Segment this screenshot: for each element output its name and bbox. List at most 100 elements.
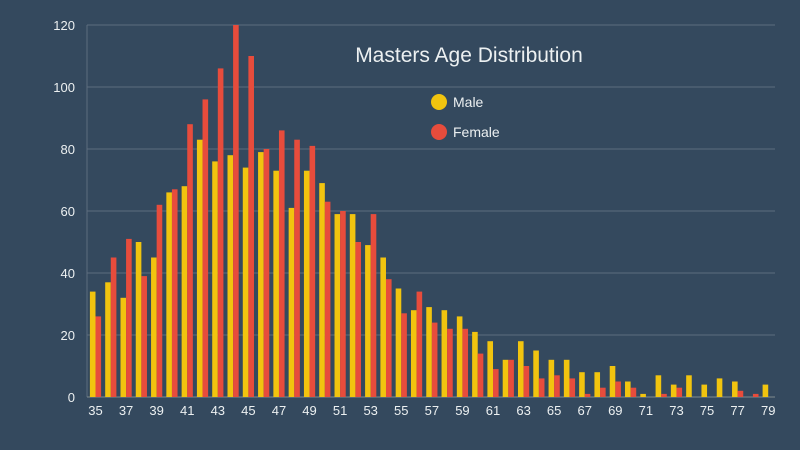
bar-female-52 — [355, 242, 362, 397]
x-tick-label: 43 — [211, 403, 225, 418]
bar-female-36 — [110, 257, 117, 397]
bar-female-49 — [309, 145, 316, 397]
bar-male-63 — [517, 341, 524, 397]
bar-female-54 — [385, 279, 392, 397]
bar-female-42 — [202, 99, 209, 398]
bar-male-48 — [288, 207, 295, 397]
bar-female-62 — [508, 359, 514, 397]
bar-female-46 — [263, 149, 270, 397]
x-tick-label: 79 — [761, 403, 775, 418]
x-tick-label: 75 — [700, 403, 714, 418]
bar-male-44 — [227, 155, 234, 397]
bar-female-48 — [294, 139, 300, 397]
bar-female-55 — [401, 313, 407, 397]
y-tick-label: 60 — [61, 204, 75, 219]
bar-female-70 — [630, 387, 637, 397]
x-tick-label: 53 — [363, 403, 377, 418]
bar-male-69 — [609, 366, 616, 397]
bar-male-36 — [105, 282, 111, 397]
bar-female-66 — [569, 378, 576, 397]
bar-male-65 — [548, 359, 555, 397]
x-tick-label: 39 — [149, 403, 163, 418]
bar-male-53 — [365, 245, 371, 397]
bar-female-40 — [171, 189, 178, 397]
bar-male-58 — [441, 310, 448, 397]
bar-female-68 — [600, 387, 606, 397]
bar-female-73 — [676, 387, 683, 397]
bar-male-56 — [410, 310, 417, 397]
bar-male-54 — [380, 257, 386, 397]
bar-male-77 — [732, 381, 738, 397]
x-tick-label: 71 — [639, 403, 653, 418]
bar-male-76 — [716, 378, 723, 397]
bar-male-66 — [563, 359, 570, 397]
bar-male-64 — [533, 350, 539, 397]
y-tick-label: 80 — [61, 142, 75, 157]
bar-male-74 — [686, 375, 692, 397]
x-tick-label: 73 — [669, 403, 683, 418]
x-tick-label: 51 — [333, 403, 347, 418]
bar-male-61 — [487, 341, 494, 397]
bar-male-37 — [120, 297, 127, 397]
bar-male-71 — [640, 393, 646, 397]
bar-male-70 — [625, 381, 631, 397]
bar-female-69 — [615, 381, 621, 397]
bar-female-38 — [141, 276, 147, 397]
bar-female-44 — [233, 25, 239, 397]
bar-female-77 — [737, 390, 744, 397]
bar-male-79 — [762, 384, 769, 397]
bar-female-59 — [462, 328, 469, 397]
x-tick-label: 55 — [394, 403, 408, 418]
bar-male-35 — [89, 291, 96, 397]
bar-male-73 — [670, 384, 677, 397]
bar-female-56 — [416, 291, 423, 397]
bar-male-68 — [594, 372, 601, 397]
x-tick-label: 61 — [486, 403, 500, 418]
bar-male-41 — [181, 186, 188, 397]
bar-male-39 — [151, 257, 157, 397]
x-tick-label: 41 — [180, 403, 194, 418]
x-tick-label: 65 — [547, 403, 561, 418]
y-tick-label: 120 — [53, 18, 75, 33]
bar-female-72 — [661, 393, 667, 397]
bar-female-47 — [278, 130, 285, 397]
bar-female-35 — [95, 316, 102, 397]
bar-male-40 — [166, 192, 172, 397]
y-tick-label: 40 — [61, 266, 75, 281]
bar-female-61 — [493, 369, 499, 397]
bar-male-59 — [456, 316, 463, 397]
legend-marker-female — [431, 124, 447, 140]
bar-male-67 — [579, 372, 585, 397]
bar-female-65 — [554, 375, 560, 397]
legend-marker-male — [431, 94, 447, 110]
bar-female-57 — [431, 322, 438, 397]
bar-male-47 — [273, 170, 279, 397]
x-tick-label: 77 — [730, 403, 744, 418]
bar-female-78 — [752, 393, 759, 397]
bar-male-52 — [349, 214, 356, 397]
bar-female-58 — [447, 328, 453, 397]
x-tick-label: 57 — [425, 403, 439, 418]
bar-female-43 — [217, 68, 224, 398]
bar-male-51 — [334, 214, 341, 397]
bar-male-46 — [258, 152, 264, 397]
bar-female-60 — [477, 353, 484, 397]
bar-female-41 — [187, 124, 193, 397]
legend-label-male: Male — [453, 94, 484, 110]
bar-female-51 — [340, 211, 346, 397]
bar-female-45 — [248, 56, 254, 397]
bar-male-72 — [655, 375, 662, 397]
chart-title: Masters Age Distribution — [355, 44, 583, 67]
x-tick-label: 49 — [302, 403, 316, 418]
bar-male-38 — [135, 242, 142, 397]
x-tick-label: 69 — [608, 403, 622, 418]
bar-male-50 — [319, 183, 325, 397]
x-tick-label: 47 — [272, 403, 286, 418]
bar-male-75 — [701, 384, 708, 397]
x-tick-label: 59 — [455, 403, 469, 418]
bar-male-49 — [303, 170, 310, 397]
bar-male-45 — [242, 167, 249, 397]
legend-label-female: Female — [453, 124, 500, 140]
x-tick-label: 35 — [88, 403, 102, 418]
